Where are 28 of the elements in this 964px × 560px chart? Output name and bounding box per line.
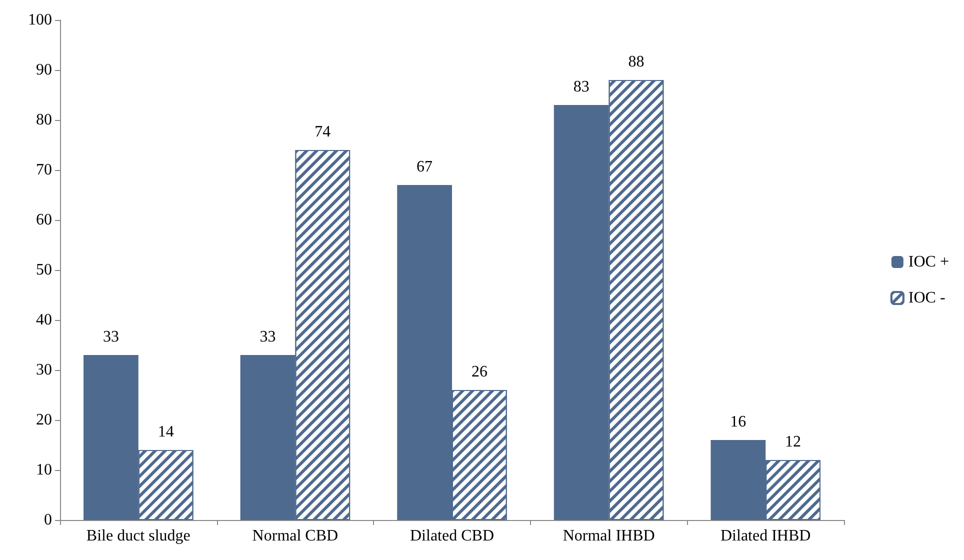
x-tick-label: Normal CBD [252, 528, 338, 544]
y-tick-label: 90 [36, 62, 52, 78]
data-label: 88 [628, 54, 644, 70]
y-tick-label: 80 [36, 112, 52, 128]
data-label: 74 [314, 124, 331, 140]
data-label: 33 [260, 328, 276, 346]
legend-label: IOC + [908, 254, 949, 270]
data-label: 14 [158, 424, 174, 440]
data-label: 67 [416, 158, 433, 176]
data-label: 12 [785, 434, 802, 450]
y-tick-label: 30 [36, 362, 52, 378]
data-label: 26 [471, 364, 488, 380]
y-tick-label: 100 [28, 12, 52, 28]
x-tick-label: Dilated CBD [410, 528, 494, 544]
y-tick-label: 10 [36, 462, 52, 478]
y-tick-label: 40 [36, 312, 52, 328]
y-tick-label: 50 [36, 262, 52, 278]
x-tick-label: Dilated IHBD [720, 528, 811, 544]
data-label: 83 [573, 78, 590, 96]
x-tick-label: Bile duct sludge [86, 528, 190, 544]
data-label: 33 [102, 328, 119, 346]
data-label: 16 [730, 414, 746, 430]
y-tick-label: 70 [36, 162, 52, 178]
legend-label: IOC - [908, 290, 946, 306]
x-tick-label: Normal IHBD [562, 528, 655, 544]
y-tick-label: 60 [36, 212, 52, 228]
y-tick-label: 0 [44, 512, 52, 528]
y-tick-label: 20 [36, 412, 52, 428]
